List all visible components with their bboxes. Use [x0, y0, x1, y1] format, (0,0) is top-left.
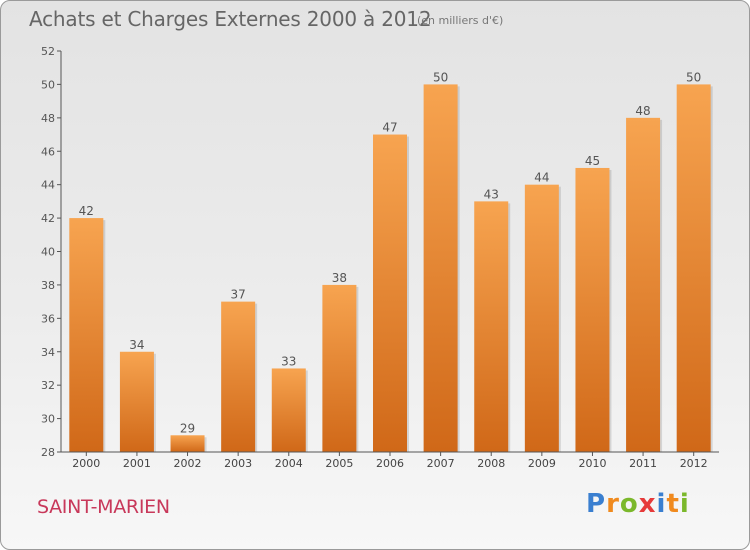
- bar-value-label: 47: [382, 121, 397, 135]
- y-tick-label: 34: [41, 346, 55, 359]
- x-tick-label: 2000: [72, 457, 100, 470]
- x-tick-label: 2003: [224, 457, 252, 470]
- chart-title: Achats et Charges Externes 2000 à 2012: [29, 7, 432, 31]
- logo-letter: r: [606, 489, 620, 519]
- x-tick-label: 2011: [629, 457, 657, 470]
- bar-value-label: 42: [79, 204, 94, 218]
- logo-letter: x: [638, 489, 657, 519]
- y-tick-label: 36: [41, 312, 55, 325]
- bar-value-label: 34: [129, 338, 144, 352]
- bar: [271, 368, 306, 452]
- bar-value-label: 29: [180, 421, 195, 435]
- y-tick-label: 44: [41, 179, 55, 192]
- logo-letter: P: [586, 489, 607, 519]
- proxiti-logo[interactable]: Proxiti: [586, 489, 690, 519]
- bar: [322, 284, 357, 452]
- logo-letter: i: [656, 489, 667, 519]
- bar: [524, 184, 559, 452]
- y-axis: 28 30 32 34 36 38 40 42 44 46 48 50 52: [41, 45, 62, 459]
- y-tick-label: 48: [41, 112, 55, 125]
- bar: [221, 301, 256, 452]
- x-tick-label: 2007: [427, 457, 455, 470]
- y-tick-label: 42: [41, 212, 55, 225]
- x-tick-label: 2005: [325, 457, 353, 470]
- bar-value-label: 50: [433, 70, 448, 84]
- y-tick-label: 52: [41, 45, 55, 58]
- logo-letter: t: [666, 489, 680, 519]
- x-tick-label: 2009: [528, 457, 556, 470]
- chart-unit: (en milliers d'€): [417, 14, 504, 27]
- x-tick-label: 2001: [123, 457, 151, 470]
- bars-group: 42 34 29 37 33 38 47 50 43 44 45 48 50: [69, 70, 713, 453]
- y-tick-label: 28: [41, 446, 55, 459]
- bar: [170, 435, 205, 452]
- x-tick-label: 2002: [174, 457, 202, 470]
- commune-name: SAINT-MARIEN: [37, 496, 170, 518]
- bar: [676, 84, 711, 453]
- bar: [626, 117, 661, 452]
- y-tick-label: 50: [41, 78, 55, 91]
- x-axis: 2000 2001 2002 2003 2004 2005 2006 2007 2008 2009…: [61, 451, 719, 470]
- bar: [423, 84, 458, 453]
- bar-value-label: 44: [534, 171, 549, 185]
- logo-letter: i: [679, 489, 690, 519]
- y-tick-label: 32: [41, 379, 55, 392]
- bar: [119, 351, 154, 452]
- bar-value-label: 50: [686, 70, 701, 84]
- y-tick-label: 46: [41, 145, 55, 158]
- bar-value-label: 45: [585, 154, 600, 168]
- x-tick-label: 2006: [376, 457, 404, 470]
- x-tick-label: 2012: [680, 457, 708, 470]
- bar: [474, 201, 509, 452]
- bar-value-label: 33: [281, 354, 296, 368]
- x-tick-label: 2004: [275, 457, 303, 470]
- bar-value-label: 48: [635, 104, 650, 118]
- bar: [373, 134, 407, 452]
- y-tick-label: 38: [41, 279, 55, 292]
- bar-value-label: 43: [484, 187, 499, 201]
- bar-value-label: 37: [231, 288, 246, 302]
- bar-value-label: 38: [332, 271, 347, 285]
- bar: [575, 167, 610, 453]
- x-tick-label: 2010: [578, 457, 606, 470]
- bar: [69, 218, 104, 452]
- y-tick-label: 30: [41, 413, 55, 426]
- y-tick-label: 40: [41, 246, 55, 259]
- x-tick-label: 2008: [477, 457, 505, 470]
- logo-letter: o: [619, 489, 639, 519]
